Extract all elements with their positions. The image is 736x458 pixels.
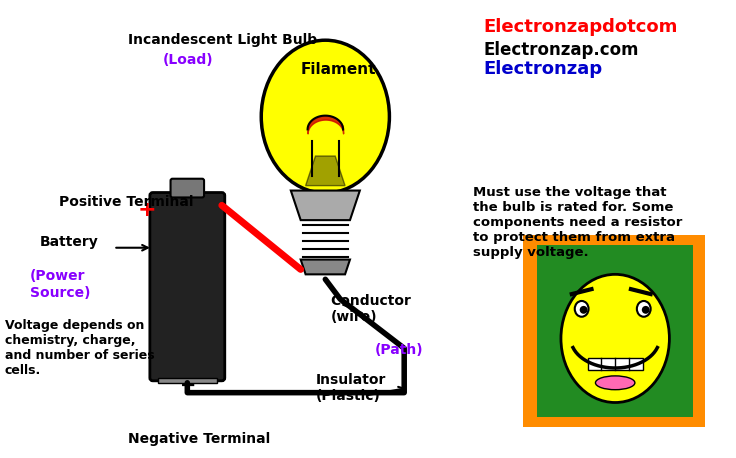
Text: Incandescent Light Bulb: Incandescent Light Bulb — [128, 33, 317, 47]
FancyBboxPatch shape — [171, 179, 204, 197]
Polygon shape — [291, 191, 360, 220]
Text: Conductor
(wire): Conductor (wire) — [330, 294, 411, 324]
Polygon shape — [301, 260, 350, 274]
Ellipse shape — [561, 274, 669, 403]
Ellipse shape — [261, 40, 389, 193]
FancyBboxPatch shape — [150, 192, 224, 381]
Text: (Power
Source): (Power Source) — [29, 269, 90, 300]
Text: Electronzap.com: Electronzap.com — [483, 41, 639, 59]
Text: Voltage depends on
chemistry, charge,
and number of series
cells.: Voltage depends on chemistry, charge, an… — [5, 319, 155, 377]
Text: Filament: Filament — [301, 62, 376, 77]
Text: (Path): (Path) — [375, 344, 423, 357]
Ellipse shape — [637, 301, 651, 317]
Text: Negative Terminal: Negative Terminal — [128, 432, 270, 446]
Bar — [587, 358, 643, 370]
Circle shape — [580, 306, 587, 314]
FancyBboxPatch shape — [537, 245, 693, 417]
Text: −: − — [180, 376, 197, 395]
Circle shape — [642, 306, 650, 314]
Text: Must use the voltage that
the bulb is rated for. Some
components need a resistor: Must use the voltage that the bulb is ra… — [473, 185, 682, 259]
Text: Electronzapdotcom: Electronzapdotcom — [483, 18, 677, 36]
FancyBboxPatch shape — [523, 235, 705, 427]
Ellipse shape — [575, 301, 589, 317]
Text: Battery: Battery — [40, 235, 98, 249]
Text: Electronzap: Electronzap — [483, 60, 602, 78]
Text: Positive Terminal: Positive Terminal — [59, 196, 194, 209]
Text: Insulator
(Plastic): Insulator (Plastic) — [316, 373, 386, 403]
Ellipse shape — [595, 376, 635, 390]
Polygon shape — [305, 156, 345, 185]
Text: (Load): (Load) — [163, 53, 213, 66]
Text: +: + — [138, 200, 157, 220]
Bar — [158, 378, 217, 383]
